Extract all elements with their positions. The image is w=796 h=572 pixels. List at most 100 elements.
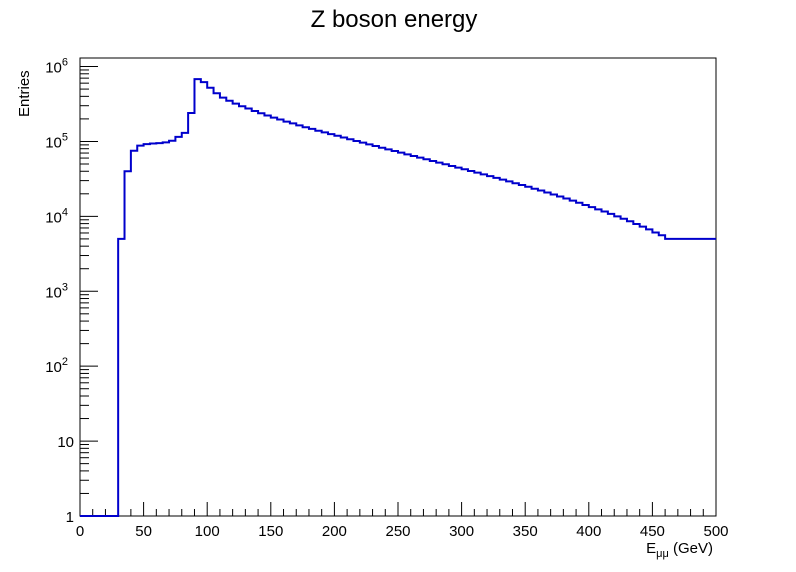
histogram-bin: [544, 193, 550, 516]
histogram-bin: [131, 151, 137, 516]
histogram-bin: [532, 189, 538, 516]
histogram-bin: [563, 199, 569, 516]
histogram-bin: [582, 205, 588, 516]
histogram-bin: [347, 139, 353, 516]
histogram-bin: [163, 142, 169, 516]
histogram-bin: [576, 203, 582, 516]
histogram-bin: [309, 129, 315, 516]
histogram-bin: [525, 187, 531, 516]
histogram-bin: [271, 118, 277, 516]
histogram-bin: [118, 239, 124, 516]
histogram-bin: [194, 79, 200, 516]
x-tick-label: 100: [195, 523, 220, 540]
y-axis-ticks: [80, 66, 98, 517]
histogram-bin: [182, 133, 188, 516]
x-tick-label: 300: [449, 523, 474, 540]
histogram-bin: [697, 239, 703, 516]
x-axis-title-main: E: [646, 540, 656, 557]
y-tick-label: 106: [45, 57, 68, 77]
histogram-bin: [385, 149, 391, 516]
histogram-bin: [328, 134, 334, 516]
x-tick-label: 350: [513, 523, 538, 540]
histogram-bin: [264, 116, 270, 516]
histogram-bin: [169, 141, 175, 516]
histogram-bin: [621, 219, 627, 516]
histogram-series-line: [80, 78, 716, 517]
histogram-bin: [322, 132, 328, 516]
histogram-bin: [512, 183, 518, 516]
x-axis-tick-labels: 0 50 100 150 200 250 300 350 400 450 500: [76, 523, 729, 540]
y-tick-label: 102: [45, 356, 68, 376]
histogram-bin: [481, 174, 487, 516]
y-tick-label: 10: [57, 434, 74, 451]
x-tick-label: 500: [703, 523, 728, 540]
y-axis-tick-labels: 1 10 102 103 104 105 106: [45, 57, 74, 526]
histogram-bin: [691, 239, 697, 516]
histogram-bin: [493, 178, 499, 516]
histogram-bin: [303, 127, 309, 516]
histogram-bin: [443, 164, 449, 516]
histogram-bin: [239, 106, 245, 516]
histogram-bin: [220, 98, 226, 516]
histogram-bin: [137, 146, 143, 516]
histogram-bin: [258, 113, 264, 516]
histogram-bin: [252, 111, 258, 516]
y-tick-label: 104: [45, 206, 68, 226]
histogram-bin: [602, 212, 608, 516]
histogram-bin: [315, 131, 321, 516]
histogram-bin: [506, 181, 512, 516]
histogram-bin: [404, 154, 410, 516]
histogram-bin: [245, 109, 251, 516]
histogram-bin: [595, 209, 601, 516]
x-tick-label: 50: [135, 523, 152, 540]
x-tick-label: 150: [258, 523, 283, 540]
x-axis-title: Eμμ (GeV): [646, 540, 713, 560]
histogram-bin: [284, 122, 290, 516]
x-axis-title-sub: μμ: [656, 548, 669, 560]
histogram-bin: [659, 235, 665, 516]
histogram-bin: [538, 191, 544, 516]
histogram-bin: [570, 201, 576, 516]
histogram-bin: [436, 163, 442, 516]
histogram-bin: [201, 82, 207, 516]
histogram-bin: [150, 143, 156, 516]
histogram-bin: [678, 239, 684, 516]
histogram-bin: [652, 232, 658, 516]
x-tick-label: 200: [322, 523, 347, 540]
histogram-bin: [430, 161, 436, 516]
histogram-bin: [633, 224, 639, 516]
histogram-bin: [360, 143, 366, 516]
x-axis-title-unit: (GeV): [669, 540, 713, 557]
histogram-bin: [468, 171, 474, 516]
histogram-bin: [334, 136, 340, 516]
y-tick-label: 103: [45, 281, 68, 301]
histogram-bin: [398, 153, 404, 516]
histogram-bin: [233, 104, 239, 516]
histogram-bin: [614, 216, 620, 516]
x-tick-label: 450: [640, 523, 665, 540]
x-tick-label: 250: [385, 523, 410, 540]
histogram-bin: [455, 168, 461, 516]
histogram-bin: [226, 101, 232, 516]
histogram-bin: [296, 125, 302, 516]
y-axis-title: Entries: [16, 70, 33, 117]
x-tick-label: 0: [76, 523, 84, 540]
histogram-bin: [589, 207, 595, 516]
histogram-bin: [175, 137, 181, 516]
histogram-bin: [449, 166, 455, 516]
y-tick-label: 1: [66, 509, 74, 526]
histogram-bin: [500, 180, 506, 516]
histogram-bin: [207, 88, 213, 516]
histogram-bin: [608, 214, 614, 516]
histogram-bin: [366, 144, 372, 516]
histogram-bin: [462, 169, 468, 516]
histogram-bin: [519, 185, 525, 516]
histogram-bin: [353, 141, 359, 516]
histogram-bin: [640, 227, 646, 516]
histogram-bin: [373, 146, 379, 516]
histogram-bin: [557, 197, 563, 516]
histogram-bin: [411, 156, 417, 516]
histogram-bin: [341, 137, 347, 516]
histogram-bin: [474, 173, 480, 516]
